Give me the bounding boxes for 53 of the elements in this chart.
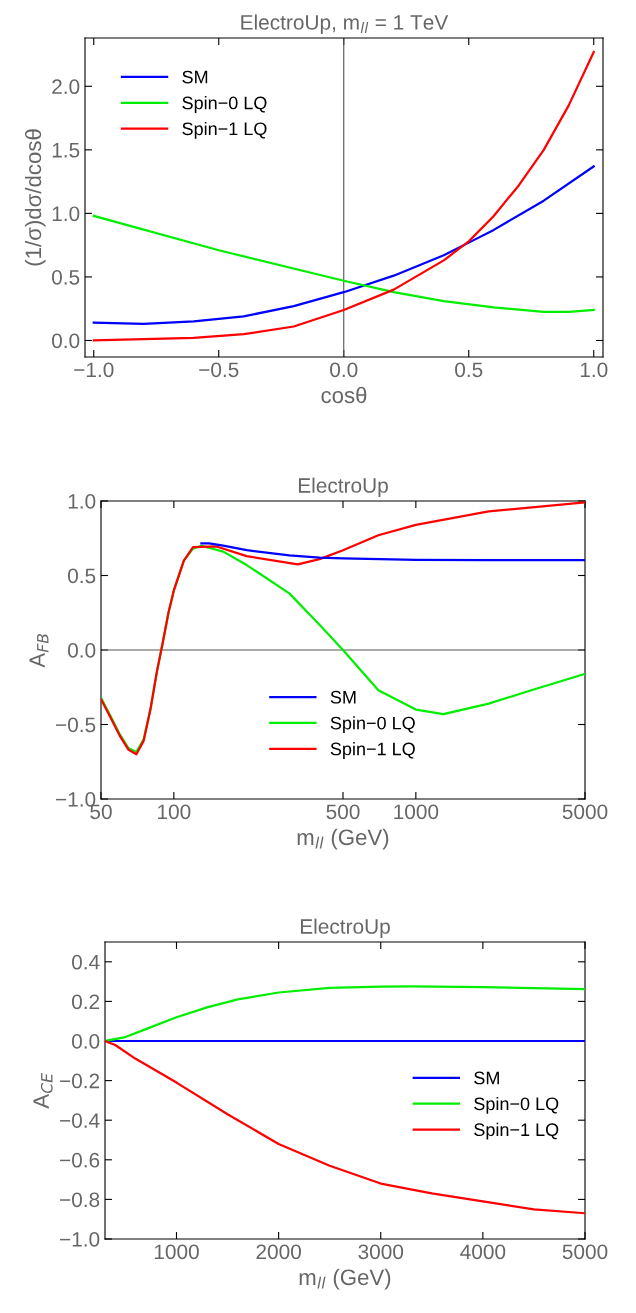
x-tick-label: 4000 xyxy=(460,1244,506,1260)
y-tick-label: 0.0 xyxy=(71,1034,100,1049)
y-tick-label: 0.5 xyxy=(51,269,80,285)
x-tick-label: 0.0 xyxy=(330,362,358,378)
legend-label: Spin−0 LQ xyxy=(474,1096,559,1114)
y-tick-label: −0.4 xyxy=(60,1113,100,1128)
x-axis-title: cosθ xyxy=(321,386,367,404)
x-tick-label: 3000 xyxy=(358,1244,404,1260)
x-tick-label: 1000 xyxy=(154,1244,199,1260)
y-tick-label: 1.5 xyxy=(52,143,80,158)
y-tick-label: −0.8 xyxy=(60,1192,100,1208)
y-axis-title: (1/σ)dσ/dcosθ xyxy=(24,129,46,266)
y-tick-label: 1.0 xyxy=(68,494,96,509)
x-tick-label: 0.5 xyxy=(455,362,483,378)
x-tick-label: 2000 xyxy=(256,1244,301,1260)
y-tick-label: −0.6 xyxy=(60,1152,100,1168)
chart-title: ElectroUp xyxy=(298,477,388,497)
line-series xyxy=(92,214,595,313)
y-axis-title: A$_{CE}$ xyxy=(33,1073,53,1109)
line-series xyxy=(92,50,595,342)
x-tick-label: 100 xyxy=(158,804,191,820)
x-tick-label: 1.0 xyxy=(580,362,608,378)
legend-label: Spin−1 LQ xyxy=(182,121,267,139)
line-series xyxy=(105,1039,585,1215)
x-tick-label: 500 xyxy=(326,804,360,820)
chart-title: ElectroUp xyxy=(300,918,390,938)
y-tick-label: 0.2 xyxy=(71,994,100,1010)
y-tick-label: 0.0 xyxy=(67,643,96,658)
line-series xyxy=(105,985,585,1043)
y-tick-label: −0.2 xyxy=(60,1073,100,1089)
legend-label: Spin−0 LQ xyxy=(330,716,415,734)
y-tick-label: −0.5 xyxy=(56,717,96,733)
chart-title: ElectroUp, m$_{ll}$ = 1 TeV xyxy=(241,14,449,34)
y-tick-label: 0.5 xyxy=(67,568,96,584)
x-axis-title: m$_{ll}$ (GeV) xyxy=(299,1268,391,1290)
y-tick-label: −1.0 xyxy=(60,1232,100,1247)
x-tick-label: 1000 xyxy=(394,804,439,820)
legend-label: Spin−1 LQ xyxy=(474,1122,559,1140)
y-axis-title: A$_{FB}$ xyxy=(29,633,49,668)
x-axis-title: m$_{ll}$ (GeV) xyxy=(297,828,389,850)
x-tick-label: 5000 xyxy=(562,1244,608,1260)
legend-label: Spin−0 LQ xyxy=(182,96,267,113)
legend-label: SM xyxy=(474,1071,499,1085)
legend-label: Spin−1 LQ xyxy=(330,742,415,759)
line-series xyxy=(92,165,595,326)
legend-label: SM xyxy=(182,70,208,84)
legend-label: SM xyxy=(330,690,356,704)
y-tick-label: 1.0 xyxy=(52,206,80,222)
x-tick-label: −0.5 xyxy=(199,362,239,378)
y-tick-label: 0.0 xyxy=(51,333,80,349)
x-tick-label: 5000 xyxy=(562,804,608,820)
y-tick-label: 0.4 xyxy=(71,954,100,970)
y-tick-label: 2.0 xyxy=(52,79,80,95)
